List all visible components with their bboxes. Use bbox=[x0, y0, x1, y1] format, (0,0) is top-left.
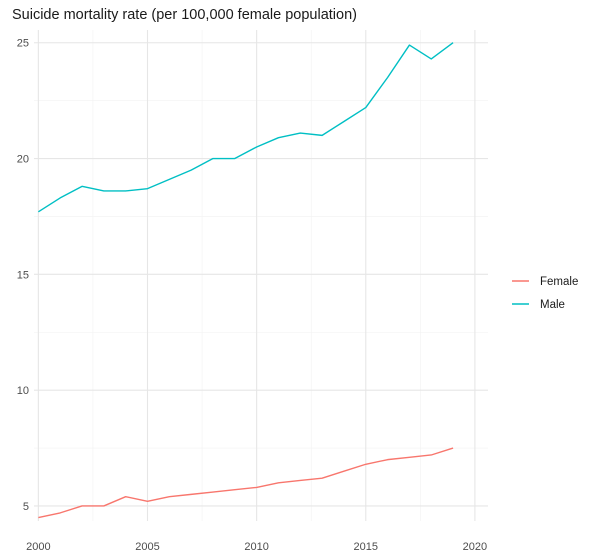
axis-ticks: 2000 2005 2010 2015 2020 5 10 15 20 25 bbox=[17, 38, 487, 553]
y-tick-label: 25 bbox=[17, 38, 29, 50]
legend: Female Male bbox=[512, 276, 578, 311]
x-tick-label: 2000 bbox=[26, 541, 50, 553]
x-tick-label: 2015 bbox=[354, 541, 378, 553]
series-lines bbox=[38, 43, 453, 518]
x-tick-label: 2010 bbox=[244, 541, 268, 553]
series-line-male bbox=[38, 43, 453, 212]
y-tick-label: 15 bbox=[17, 269, 29, 281]
x-tick-label: 2020 bbox=[463, 541, 487, 553]
y-tick-label: 10 bbox=[17, 385, 29, 397]
y-tick-label: 5 bbox=[23, 501, 29, 513]
y-tick-label: 20 bbox=[17, 154, 29, 166]
chart-title: Suicide mortality rate (per 100,000 fema… bbox=[12, 7, 357, 23]
series-line-female bbox=[38, 448, 453, 517]
x-tick-label: 2005 bbox=[135, 541, 159, 553]
legend-label-male: Male bbox=[540, 299, 565, 311]
legend-label-female: Female bbox=[540, 276, 578, 288]
grid bbox=[34, 30, 488, 521]
